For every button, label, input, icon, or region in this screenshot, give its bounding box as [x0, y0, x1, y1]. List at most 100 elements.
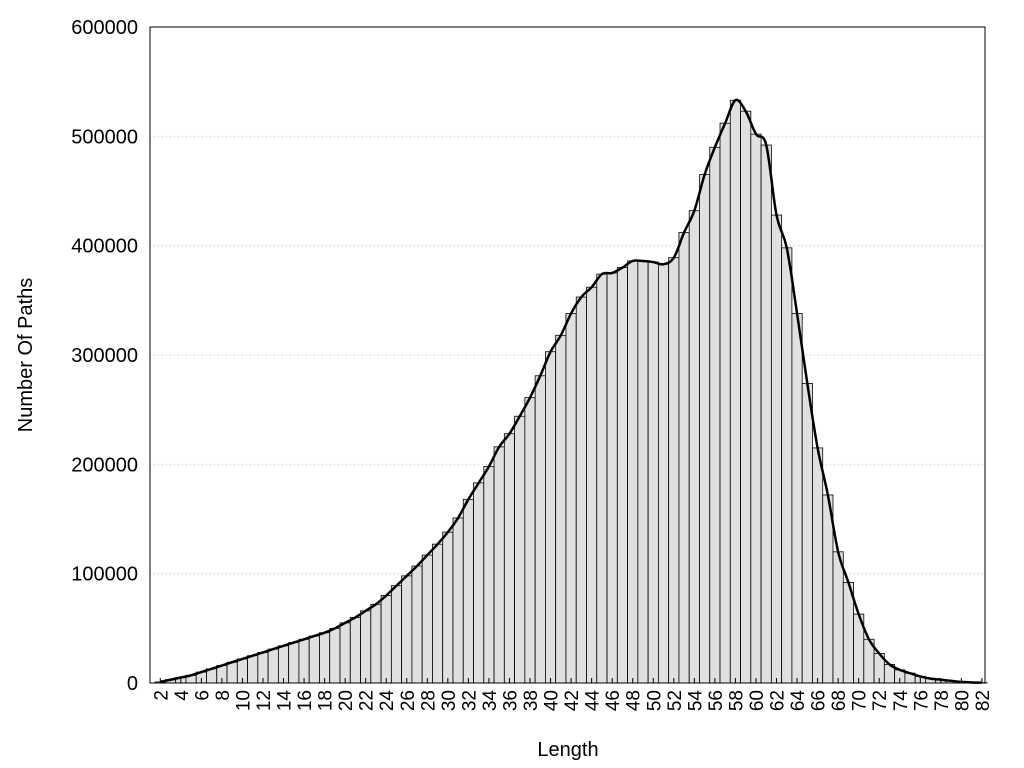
- x-tick-label: 24: [377, 690, 398, 712]
- bar: [534, 375, 546, 684]
- x-tick-label: 28: [418, 690, 439, 711]
- x-tick-label: 12: [254, 690, 275, 711]
- bar: [555, 334, 567, 684]
- x-tick-label: 6: [192, 690, 213, 701]
- bar: [729, 99, 741, 684]
- bar: [401, 575, 413, 684]
- bar: [349, 617, 361, 684]
- bar: [514, 415, 526, 684]
- bar: [380, 595, 392, 684]
- x-tick-label: 44: [583, 690, 604, 712]
- bar: [421, 554, 433, 684]
- x-tick-label: 54: [685, 690, 706, 712]
- bar: [298, 638, 310, 684]
- x-tick-label: 26: [398, 690, 419, 711]
- x-tick-label: 46: [603, 690, 624, 711]
- bar: [575, 296, 587, 684]
- x-tick-label: 38: [521, 690, 542, 711]
- x-tick-label: 42: [562, 690, 583, 711]
- bar: [247, 655, 259, 684]
- x-tick-label: 74: [891, 690, 912, 712]
- bar: [822, 494, 834, 684]
- x-tick-label: 18: [316, 690, 337, 711]
- x-axis-label: Length: [537, 739, 598, 761]
- x-tick-label: 40: [542, 690, 563, 711]
- bar: [339, 622, 351, 684]
- bar: [360, 610, 372, 684]
- x-tick-label: 76: [911, 690, 932, 711]
- bar: [596, 273, 608, 684]
- bar: [267, 648, 279, 684]
- x-tick-label: 8: [213, 690, 234, 701]
- x-tick-label: 2: [151, 690, 172, 701]
- bar: [606, 272, 618, 684]
- plot-frame: [149, 26, 986, 684]
- bar: [719, 122, 731, 684]
- bar: [277, 645, 290, 684]
- bar: [781, 247, 793, 684]
- bar: [442, 531, 454, 684]
- bar: [760, 144, 772, 684]
- x-tick-label: 60: [747, 690, 768, 711]
- x-tick-label: 56: [706, 690, 727, 711]
- bar: [288, 642, 300, 684]
- bar: [565, 313, 577, 684]
- bar: [750, 133, 762, 684]
- bar: [688, 210, 700, 684]
- bar: [370, 603, 382, 684]
- bar: [319, 632, 331, 684]
- bar: [432, 543, 444, 684]
- bar: [462, 498, 474, 684]
- y-tick-label: 400000: [71, 236, 138, 258]
- x-tick-label: 36: [500, 690, 521, 711]
- x-tick-label: 58: [726, 690, 747, 711]
- y-tick-label: 200000: [71, 454, 138, 476]
- x-tick-label: 72: [870, 690, 891, 711]
- x-tick-label: 80: [952, 690, 973, 711]
- x-tick-label: 78: [932, 690, 953, 711]
- bar: [709, 146, 721, 684]
- bar: [308, 635, 320, 684]
- x-tick-label: 4: [172, 690, 193, 701]
- y-tick-label: 600000: [71, 17, 138, 39]
- bar: [524, 397, 536, 684]
- bar: [770, 214, 783, 684]
- bar: [452, 517, 464, 684]
- x-tick-label: 50: [644, 690, 665, 711]
- bar: [616, 267, 628, 684]
- x-tick-label: 32: [459, 690, 480, 711]
- bar: [627, 260, 639, 684]
- bar: [699, 174, 711, 684]
- y-tick-label: 500000: [71, 126, 138, 148]
- x-tick-label: 62: [768, 690, 789, 711]
- bar: [832, 551, 844, 684]
- bar: [668, 257, 680, 684]
- x-tick-label: 22: [357, 690, 378, 711]
- bar: [483, 466, 495, 684]
- trend-line: [160, 98, 982, 684]
- x-tick-label: 64: [788, 690, 809, 712]
- x-tick-label: 70: [850, 690, 871, 711]
- bar: [637, 260, 649, 684]
- x-tick-label: 30: [439, 690, 460, 711]
- x-tick-label: 20: [336, 690, 357, 711]
- bar: [791, 313, 803, 684]
- bar: [647, 261, 659, 684]
- bar: [390, 585, 403, 684]
- bar: [411, 565, 423, 684]
- x-tick-label: 48: [624, 690, 645, 711]
- bar: [329, 627, 341, 684]
- bar: [226, 661, 238, 684]
- x-tick-label: 14: [275, 690, 296, 712]
- bar: [493, 446, 505, 684]
- y-tick-label: 100000: [71, 564, 138, 586]
- x-tick-label: 10: [233, 690, 254, 711]
- bar: [545, 351, 557, 684]
- bar: [740, 110, 752, 684]
- x-tick-label: 66: [809, 690, 830, 711]
- x-tick-label: 52: [665, 690, 686, 711]
- bar: [657, 263, 670, 684]
- x-tick-label: 34: [480, 690, 501, 712]
- x-tick-label: 16: [295, 690, 316, 711]
